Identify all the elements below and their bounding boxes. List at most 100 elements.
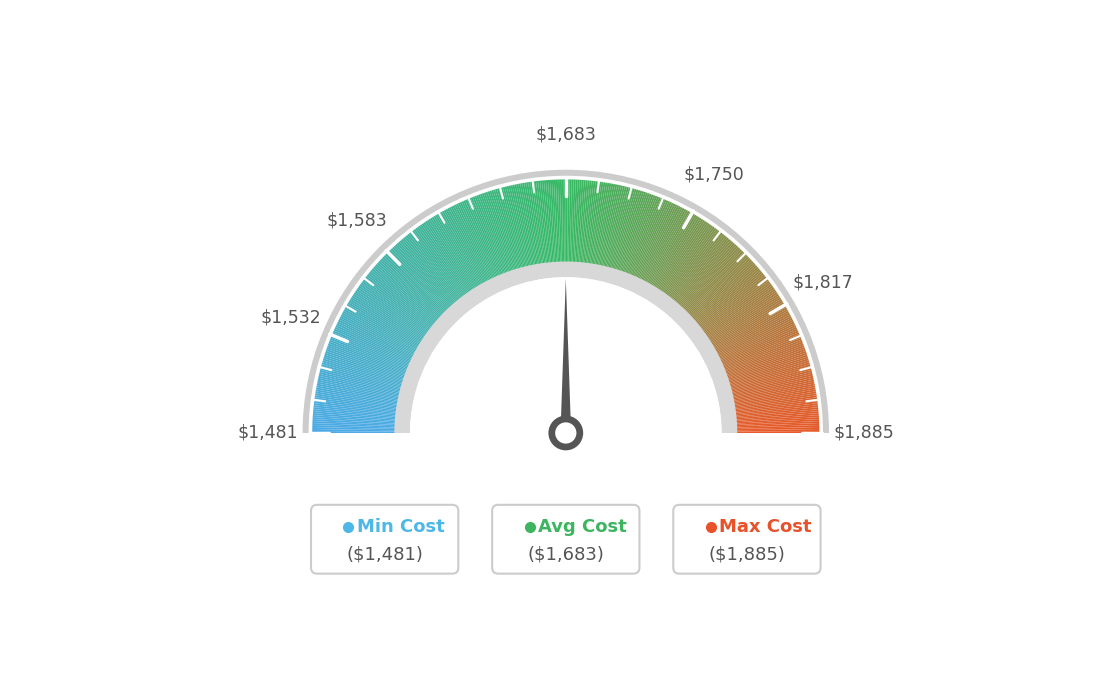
Wedge shape [342,310,422,355]
Wedge shape [318,377,405,398]
Wedge shape [312,427,402,431]
Wedge shape [520,183,538,271]
Wedge shape [532,181,545,270]
Wedge shape [681,253,745,317]
Wedge shape [603,186,625,273]
Wedge shape [612,190,638,275]
Wedge shape [675,243,735,310]
Wedge shape [595,184,614,272]
Wedge shape [614,190,643,277]
Wedge shape [730,419,819,425]
Wedge shape [363,279,435,335]
Wedge shape [716,333,799,369]
Wedge shape [321,362,408,388]
Wedge shape [689,265,757,326]
Wedge shape [570,179,574,269]
Wedge shape [312,415,402,423]
Wedge shape [609,188,635,275]
Wedge shape [730,417,819,424]
Wedge shape [348,302,425,349]
Wedge shape [355,290,429,342]
Wedge shape [599,185,619,273]
Wedge shape [667,233,723,304]
Wedge shape [714,323,795,363]
Wedge shape [464,200,500,283]
Wedge shape [730,423,819,428]
Wedge shape [619,193,650,278]
Wedge shape [705,299,782,347]
Wedge shape [351,297,427,346]
Wedge shape [726,380,814,400]
Wedge shape [696,277,767,333]
Wedge shape [429,218,479,295]
Wedge shape [720,347,805,379]
Wedge shape [665,230,720,302]
Wedge shape [350,299,426,347]
Wedge shape [476,195,509,279]
Wedge shape [729,400,817,413]
Wedge shape [726,384,815,402]
Wedge shape [722,355,807,384]
Wedge shape [719,339,803,374]
Wedge shape [654,219,703,295]
Wedge shape [314,401,403,414]
Wedge shape [386,253,450,317]
Wedge shape [628,199,665,282]
Wedge shape [730,409,818,419]
Wedge shape [683,257,750,319]
Wedge shape [723,362,810,388]
Wedge shape [641,208,684,288]
Wedge shape [648,214,694,292]
Wedge shape [686,259,752,322]
Wedge shape [679,250,742,315]
Wedge shape [331,334,415,370]
Wedge shape [341,315,421,357]
Wedge shape [371,270,440,328]
Wedge shape [703,294,778,344]
Wedge shape [502,187,527,274]
Wedge shape [497,188,522,275]
Wedge shape [715,327,797,366]
Wedge shape [373,267,442,326]
Wedge shape [403,237,461,307]
Wedge shape [314,407,403,417]
Wedge shape [317,382,405,401]
Wedge shape [633,201,670,284]
Wedge shape [315,400,403,413]
Wedge shape [692,271,763,329]
Wedge shape [694,275,765,331]
Wedge shape [312,431,402,433]
Wedge shape [730,413,819,422]
Wedge shape [323,357,410,385]
Wedge shape [705,300,783,348]
Wedge shape [481,193,512,278]
Wedge shape [391,248,454,314]
Wedge shape [724,368,811,392]
Wedge shape [718,336,800,371]
Wedge shape [467,199,503,282]
Wedge shape [426,220,477,296]
Wedge shape [325,355,410,384]
Wedge shape [352,295,428,345]
Wedge shape [469,198,505,282]
Wedge shape [382,257,448,319]
Wedge shape [645,210,690,290]
Wedge shape [729,401,818,414]
Wedge shape [666,231,721,303]
Wedge shape [585,181,597,270]
Wedge shape [716,331,798,368]
Wedge shape [342,313,422,356]
Wedge shape [728,389,816,406]
Wedge shape [540,181,551,270]
Wedge shape [405,235,463,306]
Wedge shape [615,191,644,277]
Wedge shape [333,331,415,368]
Wedge shape [711,315,790,357]
Wedge shape [637,204,678,286]
Wedge shape [713,322,795,362]
Wedge shape [353,294,428,344]
Wedge shape [530,181,544,270]
Wedge shape [624,196,657,280]
Wedge shape [691,268,760,327]
Wedge shape [702,290,776,342]
